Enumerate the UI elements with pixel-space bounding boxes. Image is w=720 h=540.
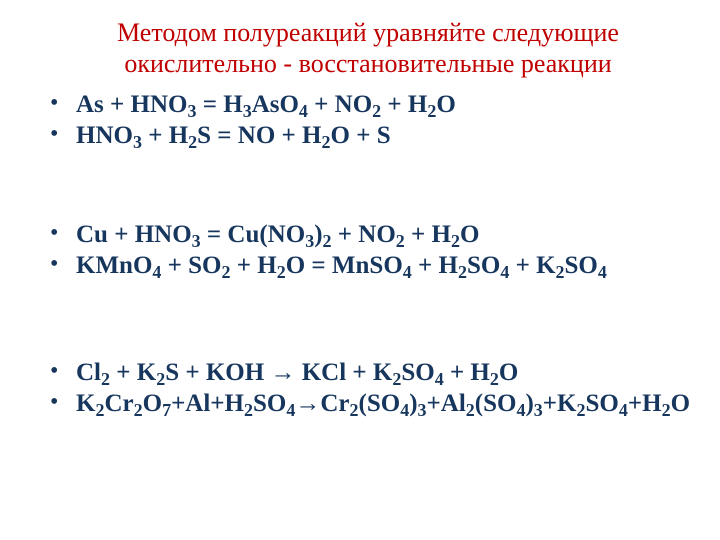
title-line-2: окислительно - восстановительные реакции (124, 49, 611, 78)
subscript: 2 (188, 132, 197, 152)
equation-item: As + HNO3 = H3AsO4 + NO2 + H2O (50, 89, 686, 120)
slide-title: Методом полуреакций уравняйте следующие … (50, 18, 686, 79)
subscript: 2 (556, 262, 565, 282)
equation-list: As + HNO3 = H3AsO4 + NO2 + H2OHNO3 + H2S… (50, 89, 686, 419)
subscript: 3 (243, 101, 252, 121)
subscript: 2 (427, 101, 436, 121)
subscript: 2 (244, 400, 253, 420)
subscript: 3 (187, 101, 196, 121)
subscript: 4 (152, 262, 161, 282)
subscript: 2 (350, 400, 359, 420)
subscript: 3 (192, 231, 201, 251)
subscript: 2 (156, 369, 165, 389)
equation-item: HNO3 + H2S = NO + H2O + S (50, 120, 686, 151)
subscript: 2 (101, 369, 110, 389)
subscript: 2 (277, 262, 286, 282)
subscript: 4 (435, 369, 444, 389)
subscript: 3 (133, 132, 142, 152)
subscript: 4 (516, 400, 525, 420)
subscript: 4 (286, 400, 295, 420)
subscript: 3 (534, 400, 543, 420)
subscript: 2 (490, 369, 499, 389)
subscript: 4 (598, 262, 607, 282)
subscript: 2 (396, 231, 405, 251)
subscript: 2 (392, 369, 401, 389)
subscript: 2 (322, 132, 331, 152)
subscript: 2 (577, 400, 586, 420)
subscript: 4 (299, 101, 308, 121)
subscript: 7 (162, 400, 171, 420)
subscript: 3 (418, 400, 427, 420)
title-line-1: Методом полуреакций уравняйте следующие (117, 18, 619, 47)
subscript: 2 (323, 231, 332, 251)
subscript: 2 (466, 400, 475, 420)
subscript: 4 (619, 400, 628, 420)
subscript: 2 (222, 262, 231, 282)
subscript: 2 (95, 400, 104, 420)
subscript: 3 (305, 231, 314, 251)
equation-item: K2Cr2O7+Al+H2SO4→Cr2(SO4)3+Al2(SO4)3+K2S… (50, 388, 686, 419)
group-spacer (50, 151, 686, 219)
subscript: 4 (403, 262, 412, 282)
slide: Методом полуреакций уравняйте следующие … (0, 0, 720, 540)
subscript: 4 (500, 262, 509, 282)
equation-item: Cl2 + K2S + KOH → KCl + K2SO4 + H2O (50, 357, 686, 388)
equation-item: KMnO4 + SO2 + H2O = MnSO4 + H2SO4 + K2SO… (50, 250, 686, 281)
subscript: 2 (662, 400, 671, 420)
subscript: 2 (372, 101, 381, 121)
subscript: 2 (451, 231, 460, 251)
subscript: 4 (400, 400, 409, 420)
subscript: 2 (134, 400, 143, 420)
subscript: 2 (458, 262, 467, 282)
group-spacer (50, 281, 686, 357)
equation-item: Cu + HNO3 = Cu(NO3)2 + NO2 + H2O (50, 219, 686, 250)
